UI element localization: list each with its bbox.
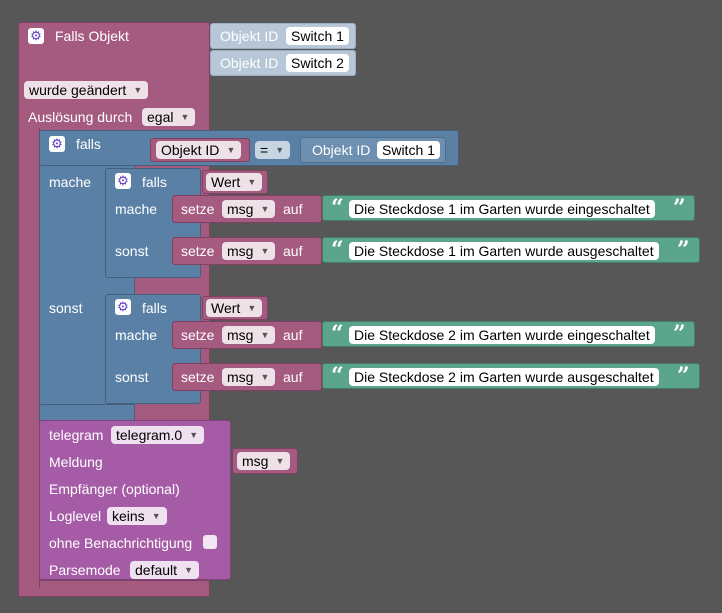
text-field-1b[interactable]: Die Steckdose 1 im Garten wurde ausgesch…: [349, 242, 659, 260]
outer-if-label: falls: [76, 136, 101, 152]
parsemode-label: Parsemode: [49, 562, 121, 578]
telegram-block[interactable]: [39, 420, 231, 580]
msg-value: msg: [227, 327, 254, 343]
parsemode-value: default: [135, 562, 178, 578]
inner-if-1-var-value: Wert: [211, 174, 241, 190]
set-label: setze: [181, 201, 215, 217]
open-quote-icon: “: [331, 321, 344, 347]
trigger-spine: [18, 128, 40, 588]
inner-if-2-else-label: sonst: [115, 369, 149, 385]
set-label: setze: [181, 369, 215, 385]
trigger-by-label: Auslösung durch: [28, 109, 133, 125]
compare-object-label: Objekt ID: [312, 142, 371, 158]
object-id-field-1[interactable]: Switch 1: [286, 27, 349, 45]
close-quote-icon: ”: [677, 237, 690, 263]
objekt-id-value: Objekt ID: [161, 142, 220, 158]
object-id-label-2: Objekt ID: [220, 55, 279, 71]
msg-dropdown[interactable]: msg ▼: [222, 368, 276, 386]
object-id-field-2[interactable]: Switch 2: [286, 54, 349, 72]
trigger-by-dropdown[interactable]: egal ▼: [142, 108, 196, 126]
chevron-down-icon: ▼: [260, 204, 270, 214]
msg-dropdown[interactable]: msg ▼: [222, 242, 276, 260]
open-quote-icon: “: [331, 195, 344, 221]
to-label: auf: [283, 243, 303, 259]
compare-object-field[interactable]: Switch 1: [377, 141, 440, 159]
text-field-2b[interactable]: Die Steckdose 2 im Garten wurde ausgesch…: [349, 368, 659, 386]
inner-if-2-do-label: mache: [115, 327, 158, 343]
msg-value: msg: [227, 369, 254, 385]
recipient-label: Empfänger (optional): [49, 481, 180, 497]
silent-label: ohne Benachrichtigung: [49, 535, 193, 551]
message-var-dropdown[interactable]: msg ▼: [237, 452, 291, 470]
inner-if-2-label: falls: [142, 300, 167, 316]
telegram-label: telegram: [49, 427, 104, 443]
chevron-down-icon: ▼: [260, 246, 270, 256]
gear-icon[interactable]: ⚙: [49, 136, 65, 152]
to-label: auf: [283, 327, 303, 343]
open-quote-icon: “: [331, 237, 344, 263]
set-label: setze: [181, 327, 215, 343]
chevron-down-icon: ▼: [247, 303, 257, 313]
parsemode-dropdown[interactable]: default ▼: [130, 561, 200, 579]
operator-value: =: [260, 142, 269, 158]
outer-else-label: sonst: [49, 300, 83, 316]
chevron-down-icon: ▼: [275, 145, 285, 155]
msg-value: msg: [227, 201, 254, 217]
chevron-down-icon: ▼: [180, 112, 190, 122]
inner-if-1-var-dropdown[interactable]: Wert ▼: [206, 173, 263, 191]
loglevel-value: keins: [112, 508, 145, 524]
chevron-down-icon: ▼: [260, 372, 270, 382]
message-var-value: msg: [242, 453, 269, 469]
outer-do-label: mache: [49, 174, 92, 190]
silent-checkbox[interactable]: [203, 535, 217, 549]
close-quote-icon: ”: [673, 321, 686, 347]
open-quote-icon: “: [331, 363, 344, 389]
to-label: auf: [283, 201, 303, 217]
inner-if-2-var-dropdown[interactable]: Wert ▼: [206, 299, 263, 317]
chevron-down-icon: ▼: [247, 177, 257, 187]
inner-if-1-do-label: mache: [115, 201, 158, 217]
objekt-id-dropdown[interactable]: Objekt ID ▼: [156, 141, 242, 159]
gear-icon[interactable]: ⚙: [115, 299, 131, 315]
gear-icon[interactable]: ⚙: [28, 28, 44, 44]
condition-dropdown[interactable]: wurde geändert ▼: [24, 81, 149, 99]
object-id-label-1: Objekt ID: [220, 28, 279, 44]
msg-dropdown[interactable]: msg ▼: [222, 200, 276, 218]
gear-icon[interactable]: ⚙: [115, 173, 131, 189]
chevron-down-icon: ▼: [189, 430, 199, 440]
chevron-down-icon: ▼: [260, 330, 270, 340]
chevron-down-icon: ▼: [133, 85, 143, 95]
message-label: Meldung: [49, 454, 103, 470]
chevron-down-icon: ▼: [226, 145, 236, 155]
condition-value: wurde geändert: [29, 82, 127, 98]
close-quote-icon: ”: [673, 195, 686, 221]
loglevel-label: Loglevel: [49, 508, 102, 524]
text-field-2a[interactable]: Die Steckdose 2 im Garten wurde eingesch…: [349, 326, 655, 344]
msg-dropdown[interactable]: msg ▼: [222, 326, 276, 344]
to-label: auf: [283, 369, 303, 385]
inner-if-1-label: falls: [142, 174, 167, 190]
msg-value: msg: [227, 243, 254, 259]
trigger-by-value: egal: [147, 109, 174, 125]
chevron-down-icon: ▼: [184, 565, 194, 575]
telegram-instance-value: telegram.0: [116, 427, 183, 443]
trigger-title: Falls Objekt: [55, 28, 129, 44]
text-field-1a[interactable]: Die Steckdose 1 im Garten wurde eingesch…: [349, 200, 655, 218]
telegram-instance-dropdown[interactable]: telegram.0 ▼: [111, 426, 205, 444]
trigger-footer[interactable]: [18, 580, 210, 597]
chevron-down-icon: ▼: [275, 456, 285, 466]
set-label: setze: [181, 243, 215, 259]
chevron-down-icon: ▼: [151, 511, 161, 521]
operator-dropdown[interactable]: = ▼: [255, 141, 291, 159]
close-quote-icon: ”: [677, 363, 690, 389]
loglevel-dropdown[interactable]: keins ▼: [107, 507, 167, 525]
inner-if-1-else-label: sonst: [115, 243, 149, 259]
inner-if-2-var-value: Wert: [211, 300, 241, 316]
